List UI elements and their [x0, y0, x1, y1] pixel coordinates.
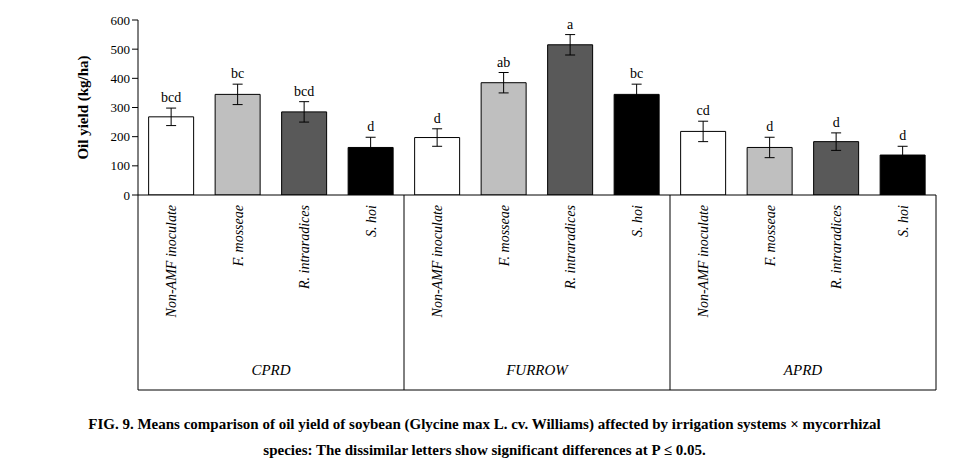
svg-text:0: 0: [124, 188, 131, 203]
svg-text:Non-AMF inoculate: Non-AMF inoculate: [696, 205, 711, 318]
svg-text:d: d: [766, 119, 773, 134]
svg-text:cd: cd: [697, 103, 710, 118]
svg-text:bc: bc: [630, 66, 643, 81]
svg-text:200: 200: [111, 129, 131, 144]
svg-text:bcd: bcd: [294, 84, 314, 99]
svg-text:a: a: [567, 17, 574, 32]
html-text:FIG. 9. Means comparison of oi: FIG. 9. Means comparison of oil yield of…: [88, 416, 881, 458]
svg-text:100: 100: [111, 158, 131, 173]
svg-text:d: d: [899, 128, 906, 143]
svg-text:Non-AMF inoculate: Non-AMF inoculate: [164, 205, 179, 318]
svg-text:ab: ab: [497, 55, 510, 70]
svg-text:R. intraradices: R. intraradices: [829, 204, 844, 290]
svg-text:Non-AMF inoculate: Non-AMF inoculate: [430, 205, 445, 318]
svg-text:APRD: APRD: [783, 362, 822, 378]
svg-text:R. intraradices: R. intraradices: [563, 204, 578, 290]
svg-text:d: d: [367, 119, 374, 134]
svg-text:d: d: [833, 115, 840, 130]
svg-text:S. hoi: S. hoi: [896, 205, 911, 237]
svg-text:S. hoi: S. hoi: [630, 205, 645, 237]
svg-text:bc: bc: [231, 66, 244, 81]
svg-text:600: 600: [111, 13, 131, 28]
svg-text:CPRD: CPRD: [251, 362, 290, 378]
svg-text:F. mosseae: F. mosseae: [497, 205, 512, 267]
svg-text:300: 300: [111, 100, 131, 115]
svg-text:d: d: [434, 111, 441, 126]
svg-text:R. intraradices: R. intraradices: [297, 204, 312, 290]
svg-text:500: 500: [111, 42, 131, 57]
svg-text:Oil yield (kg/ha): Oil yield (kg/ha): [75, 55, 92, 159]
svg-text:F. mosseae: F. mosseae: [231, 205, 246, 267]
svg-text:S. hoi: S. hoi: [364, 205, 379, 237]
svg-text:FURROW: FURROW: [505, 362, 569, 378]
svg-text:F. mosseae: F. mosseae: [763, 205, 778, 267]
svg-text:bcd: bcd: [161, 90, 181, 105]
svg-text:400: 400: [111, 71, 131, 86]
